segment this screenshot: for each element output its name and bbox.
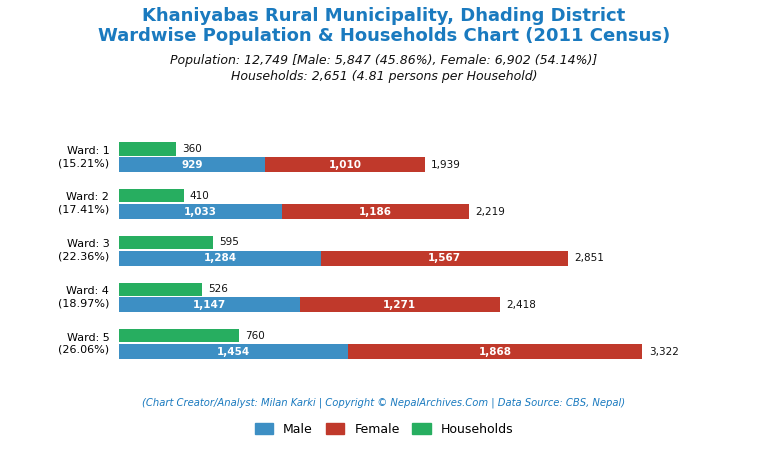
Bar	[119, 158, 266, 172]
Bar	[300, 298, 500, 313]
Bar	[119, 142, 176, 155]
Bar	[321, 251, 568, 266]
Text: 1,186: 1,186	[359, 207, 392, 216]
Text: 1,147: 1,147	[193, 300, 226, 310]
Bar	[282, 204, 468, 219]
Text: 3,322: 3,322	[649, 347, 679, 357]
Text: 360: 360	[182, 144, 202, 154]
Text: 1,284: 1,284	[204, 253, 237, 263]
Text: 1,271: 1,271	[383, 300, 416, 310]
Bar	[119, 344, 348, 359]
Text: 2,851: 2,851	[574, 253, 604, 263]
Text: 2,219: 2,219	[475, 207, 505, 216]
Bar	[119, 204, 282, 219]
Text: Khaniyabas Rural Municipality, Dhading District: Khaniyabas Rural Municipality, Dhading D…	[142, 7, 626, 25]
Bar	[348, 344, 642, 359]
Legend: Male, Female, Households: Male, Female, Households	[250, 418, 518, 440]
Text: 1,454: 1,454	[217, 347, 250, 357]
Text: Wardwise Population & Households Chart (2011 Census): Wardwise Population & Households Chart (…	[98, 27, 670, 45]
Text: 1,868: 1,868	[478, 347, 511, 357]
Text: 1,939: 1,939	[431, 160, 461, 170]
Text: 1,010: 1,010	[329, 160, 362, 170]
Bar	[119, 282, 202, 295]
Text: (Chart Creator/Analyst: Milan Karki | Copyright © NepalArchives.Com | Data Sourc: (Chart Creator/Analyst: Milan Karki | Co…	[142, 397, 626, 408]
Bar	[119, 251, 321, 266]
Text: Households: 2,651 (4.81 persons per Household): Households: 2,651 (4.81 persons per Hous…	[230, 70, 538, 83]
Text: 410: 410	[190, 191, 210, 201]
Text: 760: 760	[245, 331, 265, 341]
Text: 1,033: 1,033	[184, 207, 217, 216]
Bar	[119, 189, 184, 202]
Bar	[119, 329, 239, 342]
Text: 526: 526	[208, 284, 228, 294]
Bar	[119, 236, 213, 249]
Text: 1,567: 1,567	[429, 253, 462, 263]
Bar	[266, 158, 425, 172]
Bar	[119, 298, 300, 313]
Text: Population: 12,749 [Male: 5,847 (45.86%), Female: 6,902 (54.14%)]: Population: 12,749 [Male: 5,847 (45.86%)…	[170, 54, 598, 67]
Text: 2,418: 2,418	[506, 300, 536, 310]
Text: 929: 929	[181, 160, 203, 170]
Text: 595: 595	[219, 238, 239, 247]
